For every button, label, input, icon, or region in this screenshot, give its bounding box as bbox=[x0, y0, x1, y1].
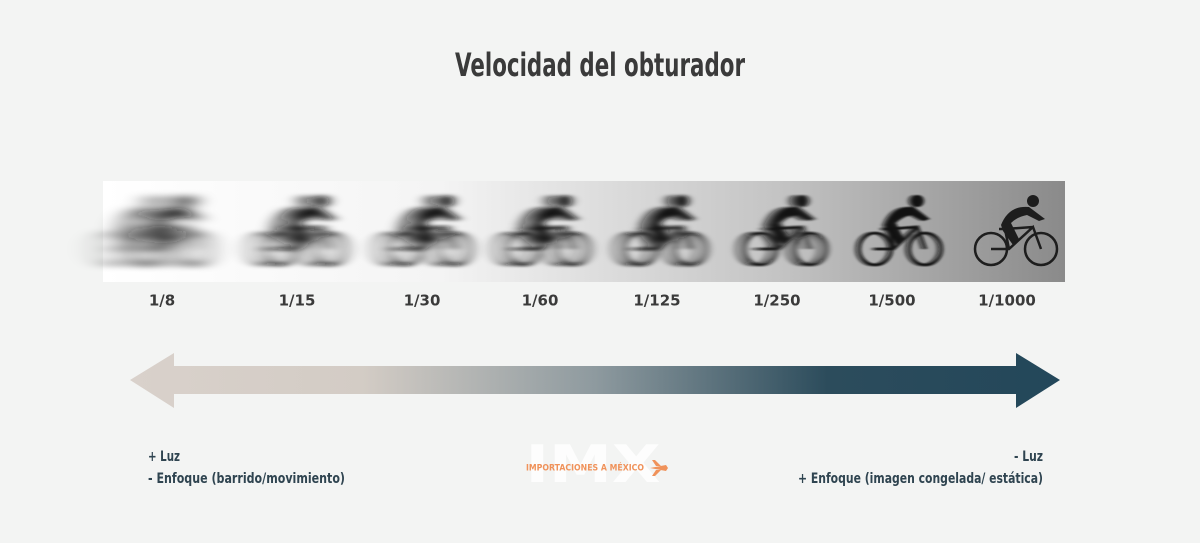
right-label: + Enfoque (imagen congelada/ estática) bbox=[798, 471, 1043, 487]
right-label: - Luz bbox=[1014, 449, 1043, 465]
cyclist-icon bbox=[609, 195, 709, 267]
shutter-speed-label: 1/125 bbox=[633, 292, 680, 310]
shutter-speed-label: 1/1000 bbox=[978, 292, 1036, 310]
double-arrow bbox=[130, 353, 1060, 408]
watermark-tagline: IMPORTACIONES A MÉXICO bbox=[526, 462, 644, 474]
left-label: - Enfoque (barrido/movimiento) bbox=[148, 471, 345, 487]
shutter-speed-label: 1/15 bbox=[279, 292, 316, 310]
shutter-speed-label: 1/30 bbox=[404, 292, 441, 310]
cyclist-icon bbox=[973, 195, 1059, 267]
shutter-speed-label: 1/250 bbox=[753, 292, 800, 310]
shutter-speed-label: 1/60 bbox=[522, 292, 559, 310]
title: Velocidad del obturador bbox=[455, 46, 745, 84]
watermark-logo: IMX bbox=[526, 435, 661, 495]
cyclist-icons bbox=[88, 195, 1059, 267]
cyclist-icon bbox=[88, 195, 214, 267]
cyclist-icon bbox=[853, 195, 944, 267]
cyclist-icon bbox=[368, 195, 474, 267]
shutter-speed-label: 1/500 bbox=[868, 292, 915, 310]
cyclist-icon bbox=[241, 195, 349, 267]
shutter-speed-label: 1/8 bbox=[149, 292, 175, 310]
cyclist-icon bbox=[733, 195, 829, 267]
watermark-plane bbox=[650, 460, 668, 476]
left-label: + Luz bbox=[148, 449, 180, 465]
cyclist-icon bbox=[488, 195, 592, 267]
